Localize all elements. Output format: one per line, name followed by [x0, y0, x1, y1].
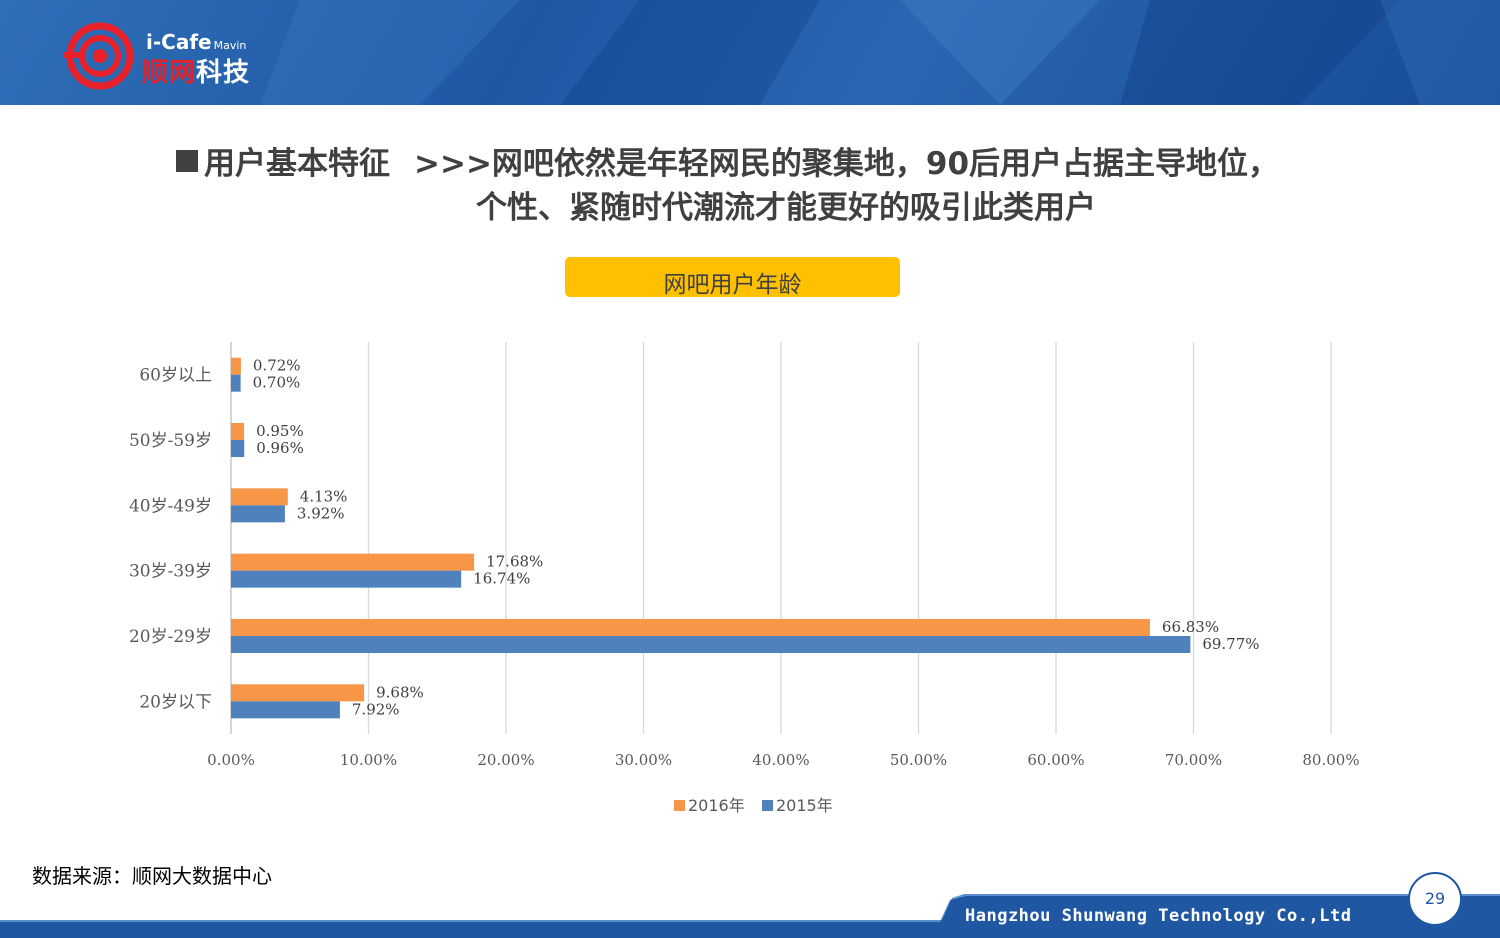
bar	[231, 701, 340, 719]
company-logo: i-Cafe Mavin 顺网科技	[62, 14, 292, 94]
x-tick-label: 40.00%	[752, 751, 809, 769]
bar	[231, 488, 288, 506]
header-banner: i-Cafe Mavin 顺网科技	[0, 0, 1500, 105]
data-label: 9.68%	[376, 683, 424, 701]
y-category-label: 40岁-49岁	[129, 496, 212, 516]
data-label: 17.68%	[486, 553, 543, 571]
x-tick-label: 30.00%	[615, 751, 672, 769]
banner-pattern	[260, 0, 1500, 105]
footer-company: Hangzhou Shunwang Technology Co.,Ltd	[965, 906, 1352, 926]
bar	[231, 374, 241, 392]
x-tick-label: 80.00%	[1302, 751, 1359, 769]
x-tick-label: 50.00%	[890, 751, 947, 769]
y-category-label: 30岁-39岁	[129, 562, 212, 582]
x-tick-label: 60.00%	[1027, 751, 1084, 769]
slide-title: 用户基本特征 >>>网吧依然是年轻网民的聚集地，90后用户占据主导地位， 个性、紧…	[176, 142, 1336, 230]
target-logo-icon	[64, 22, 134, 90]
x-tick-label: 20.00%	[477, 751, 534, 769]
data-label: 0.96%	[256, 439, 304, 457]
legend-label: 2015年	[776, 796, 833, 815]
bar	[231, 619, 1150, 636]
bar	[231, 357, 241, 375]
data-label: 3.92%	[297, 504, 345, 522]
page-number: 29	[1408, 872, 1462, 926]
data-label: 0.70%	[253, 374, 301, 392]
title-line2: 个性、紧随时代潮流才能更好的吸引此类用户	[476, 190, 1096, 226]
x-tick-label: 10.00%	[340, 751, 397, 769]
data-label: 0.72%	[253, 357, 301, 375]
y-category-label: 50岁-59岁	[129, 431, 212, 451]
logo-cn-text: 顺网科技	[142, 58, 251, 88]
bar	[231, 553, 475, 571]
data-label: 0.95%	[256, 422, 304, 440]
data-label: 16.74%	[473, 570, 530, 588]
data-label: 7.92%	[352, 700, 400, 718]
logo-brand-text: i-Cafe Mavin	[146, 30, 247, 54]
footer-bar	[0, 894, 1500, 938]
title-line1: >>>网吧依然是年轻网民的聚集地，90后用户占据主导地位，	[414, 146, 1280, 182]
square-bullet-icon	[176, 150, 198, 172]
chart-title-badge: 网吧用户年龄	[565, 257, 900, 297]
age-bar-chart: 0.00% 10.00% 20.00% 30.00% 40.00% 50.00% 60.00…	[129, 342, 1360, 815]
x-tick-label: 70.00%	[1165, 751, 1222, 769]
y-category-label: 20岁以下	[139, 692, 212, 712]
legend-swatch	[762, 800, 773, 811]
data-source: 数据来源：顺网大数据中心	[32, 864, 272, 888]
data-label: 69.77%	[1202, 635, 1259, 653]
data-label: 66.83%	[1162, 618, 1219, 636]
bar	[231, 423, 245, 440]
y-category-label: 20岁-29岁	[129, 627, 212, 647]
legend-label: 2016年	[688, 796, 745, 815]
data-label: 4.13%	[300, 487, 348, 505]
bar	[231, 505, 285, 523]
legend-swatch	[674, 800, 685, 811]
bar	[231, 440, 245, 457]
bar	[231, 570, 462, 588]
bar	[231, 684, 365, 702]
bar	[231, 636, 1191, 653]
x-tick-label: 0.00%	[207, 751, 255, 769]
y-category-label: 60岁以上	[139, 366, 212, 386]
title-heading: 用户基本特征	[204, 146, 390, 182]
